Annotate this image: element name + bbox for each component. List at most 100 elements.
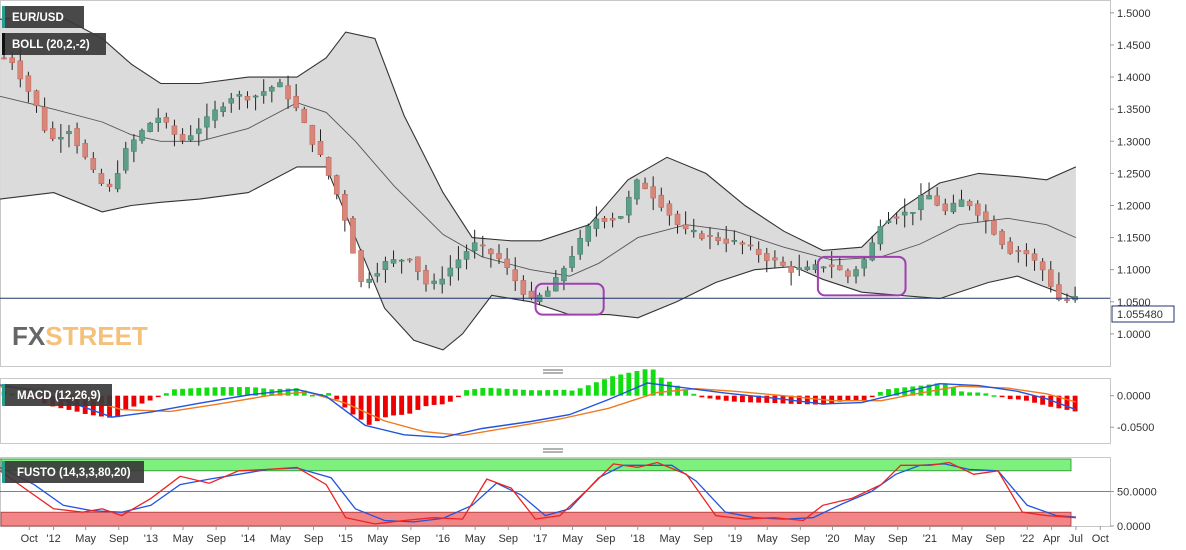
macd-histogram-bar-positive — [504, 388, 510, 396]
time-tick-label: May — [367, 533, 388, 545]
macd-histogram-bar-positive — [926, 384, 932, 396]
candle-bear — [991, 220, 997, 235]
highlight-box — [534, 282, 605, 316]
time-tick-label: '20 — [825, 533, 839, 545]
candle-bear — [317, 141, 324, 156]
macd-badge[interactable]: MACD (12,26,9) — [2, 384, 112, 406]
candle-bear — [966, 200, 973, 207]
macd-histogram-bar-negative — [1023, 395, 1029, 401]
candle-bear — [1048, 269, 1054, 287]
candle-bull — [690, 229, 697, 233]
candle-bear — [163, 117, 170, 123]
macd-histogram-bar-negative — [423, 395, 429, 407]
candle-bull — [626, 196, 632, 216]
time-tick-label: Oct — [21, 533, 38, 545]
macd-histogram-bar-positive — [658, 377, 664, 396]
symbol-badge[interactable]: EUR/USD — [2, 6, 84, 28]
candle-bear — [504, 258, 510, 269]
candle-bear — [934, 195, 940, 206]
time-tick-label: Sep — [304, 533, 324, 545]
macd-histogram-bar-negative — [431, 395, 437, 405]
candle-bull — [861, 259, 867, 269]
macd-histogram-bar-positive — [553, 389, 559, 396]
panel-resize-handle-2[interactable] — [543, 448, 563, 453]
candle-bull — [585, 225, 592, 242]
macd-histogram-bar-positive — [285, 388, 291, 396]
price-tick-label: 1.5000 — [1117, 8, 1151, 20]
candle-bear — [244, 96, 251, 101]
candle-bear — [1007, 241, 1013, 254]
candle-bull — [455, 259, 462, 269]
boll-badge[interactable]: BOLL (20,2,-2) — [2, 33, 106, 55]
candle-bear — [9, 57, 15, 64]
macd-histogram-bar-positive — [512, 389, 518, 396]
candle-bull — [910, 212, 916, 214]
candle-bull — [853, 269, 859, 277]
macd-histogram-bar-negative — [155, 395, 161, 398]
macd-histogram-bar-negative — [447, 395, 453, 402]
time-tick-label: '18 — [631, 533, 645, 545]
macd-histogram-bar-positive — [496, 388, 502, 396]
time-tick-label: May — [562, 533, 583, 545]
macd-histogram-bar-positive — [634, 371, 640, 396]
candle-bear — [699, 233, 705, 239]
fusto-label: FUSTO (14,3,3,80,20) — [17, 467, 131, 479]
candle-bull — [561, 268, 567, 282]
candle-bull — [926, 195, 932, 200]
macd-histogram-bar-negative — [869, 395, 875, 398]
fusto-badge[interactable]: FUSTO (14,3,3,80,20) — [2, 461, 144, 483]
time-tick-label: Sep — [498, 533, 518, 545]
candle-bull — [187, 135, 194, 141]
candle-bear — [512, 269, 519, 282]
macd-histogram-bar-negative — [731, 395, 737, 402]
macd-histogram-bar-negative — [804, 395, 810, 405]
macd-histogram-bar-negative — [1032, 395, 1037, 403]
macd-histogram-bar-negative — [1040, 395, 1046, 405]
candle-bear — [983, 211, 989, 221]
macd-histogram-bar-positive — [910, 386, 916, 396]
candle-bull — [634, 179, 640, 200]
candle-bear — [1064, 299, 1070, 301]
macd-signal-line — [0, 385, 1077, 437]
time-tick-label: Sep — [693, 533, 713, 545]
macd-histogram-bar-positive — [301, 390, 307, 396]
time-tick-label: '12 — [46, 533, 60, 545]
logo-text: FXSTREET — [12, 321, 148, 351]
candle-bull — [123, 148, 129, 171]
macd-histogram-bar-negative — [861, 395, 867, 400]
candle-bull — [196, 128, 202, 134]
candle-bull — [147, 122, 153, 132]
macd-histogram-bar-negative — [748, 395, 753, 403]
macd-label: MACD (12,26,9) — [17, 390, 101, 402]
candle-bull — [877, 226, 884, 245]
macd-histogram-bar-negative — [699, 395, 705, 398]
candle-bear — [49, 128, 56, 139]
macd-histogram-bar-negative — [723, 395, 729, 401]
candle-bear — [974, 203, 981, 216]
macd-histogram-bar-negative — [1007, 395, 1013, 400]
candle-bull — [398, 259, 405, 262]
candle-bear — [658, 194, 665, 208]
macd-histogram-bar-positive — [894, 388, 900, 396]
candle-bear — [682, 224, 689, 230]
macd-histogram-bar-positive — [691, 393, 697, 396]
candle-bear — [350, 218, 356, 254]
highlight-box — [816, 255, 907, 297]
macd-histogram-bar-negative — [399, 395, 405, 415]
price-tick-label: 1.1500 — [1117, 233, 1151, 245]
price-tick-label: 1.1000 — [1117, 265, 1151, 277]
macd-histogram-bar-negative — [796, 395, 802, 405]
panel-resize-handle-1[interactable] — [543, 369, 563, 374]
time-tick-label: Sep — [791, 533, 811, 545]
macd-histogram-bar-positive — [529, 390, 534, 396]
candle-bull — [577, 238, 583, 255]
macd-histogram-bar-positive — [236, 387, 242, 396]
candle-bull — [66, 131, 72, 135]
time-tick-label: Oct — [1092, 533, 1109, 545]
candle-bear — [423, 269, 429, 285]
candle-bull — [958, 199, 965, 207]
candle-bull — [869, 242, 876, 261]
macd-histogram-bar-positive — [172, 389, 177, 396]
macd-histogram-bar-negative — [123, 395, 129, 410]
time-tick-label: May — [660, 533, 681, 545]
